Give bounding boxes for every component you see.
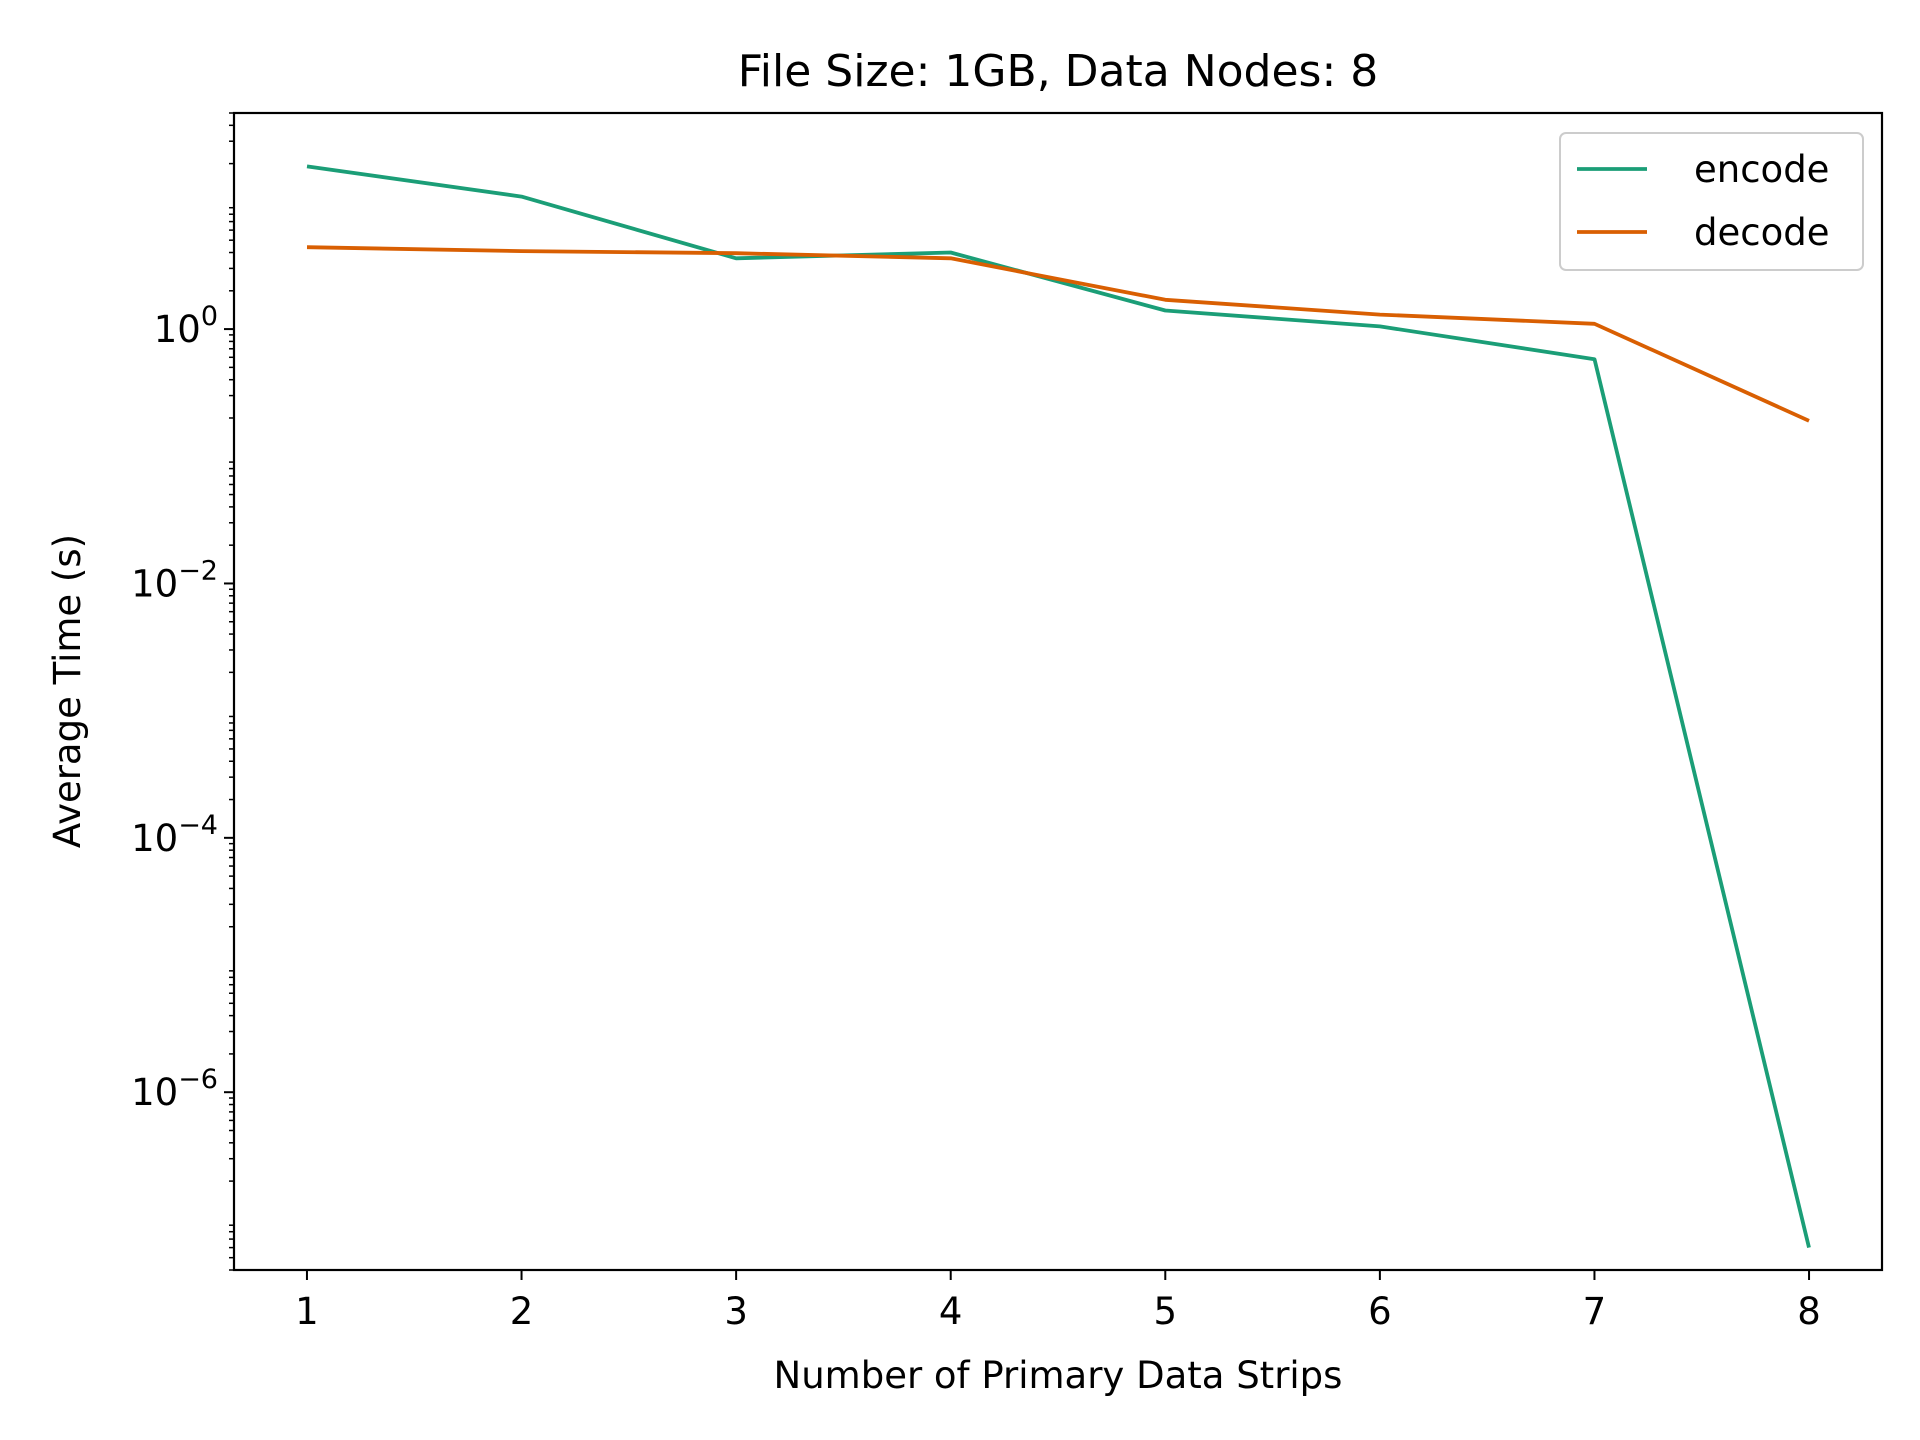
y-tick-label-base: 10 bbox=[131, 1071, 178, 1114]
series-line-encode bbox=[306, 164, 1811, 1249]
series-line-decode bbox=[306, 245, 1810, 423]
chart-title: File Size: 1GB, Data Nodes: 8 bbox=[738, 46, 1379, 97]
y-axis-label: Average Time (s) bbox=[46, 534, 89, 848]
y-tick-label: 100 bbox=[154, 301, 218, 351]
y-tick-label-base: 10 bbox=[131, 562, 178, 605]
x-tick-label: 6 bbox=[1368, 1290, 1392, 1333]
legend: encode decode bbox=[1559, 132, 1864, 271]
x-tick-label: 5 bbox=[1154, 1290, 1178, 1333]
x-tick-label: 3 bbox=[724, 1290, 748, 1333]
x-tick-label: 7 bbox=[1583, 1290, 1607, 1333]
x-axis-label: Number of Primary Data Strips bbox=[774, 1354, 1343, 1397]
x-tick-label: 1 bbox=[295, 1290, 319, 1333]
y-tick-label: 10−4 bbox=[131, 810, 218, 860]
plot-area bbox=[306, 164, 1811, 1249]
axes-frame bbox=[232, 111, 1884, 1272]
legend-label-decode: decode bbox=[1694, 211, 1829, 254]
y-tick-label: 10−2 bbox=[131, 555, 218, 605]
x-axis-ticks: 1 2 3 4 5 6 7 8 bbox=[295, 1270, 1821, 1333]
x-tick-label: 2 bbox=[510, 1290, 534, 1333]
y-tick-label-exponent: −6 bbox=[178, 1064, 218, 1095]
y-tick-label-base: 10 bbox=[131, 817, 178, 860]
y-tick-label-base: 10 bbox=[154, 308, 201, 351]
y-tick-label-exponent: −2 bbox=[178, 555, 218, 586]
x-tick-label: 8 bbox=[1797, 1290, 1821, 1333]
y-tick-label-exponent: −4 bbox=[178, 810, 218, 841]
legend-label-encode: encode bbox=[1694, 148, 1829, 191]
y-tick-label: 10−6 bbox=[131, 1064, 218, 1114]
x-tick-label: 4 bbox=[939, 1290, 963, 1333]
y-tick-label-exponent: 0 bbox=[201, 301, 218, 332]
